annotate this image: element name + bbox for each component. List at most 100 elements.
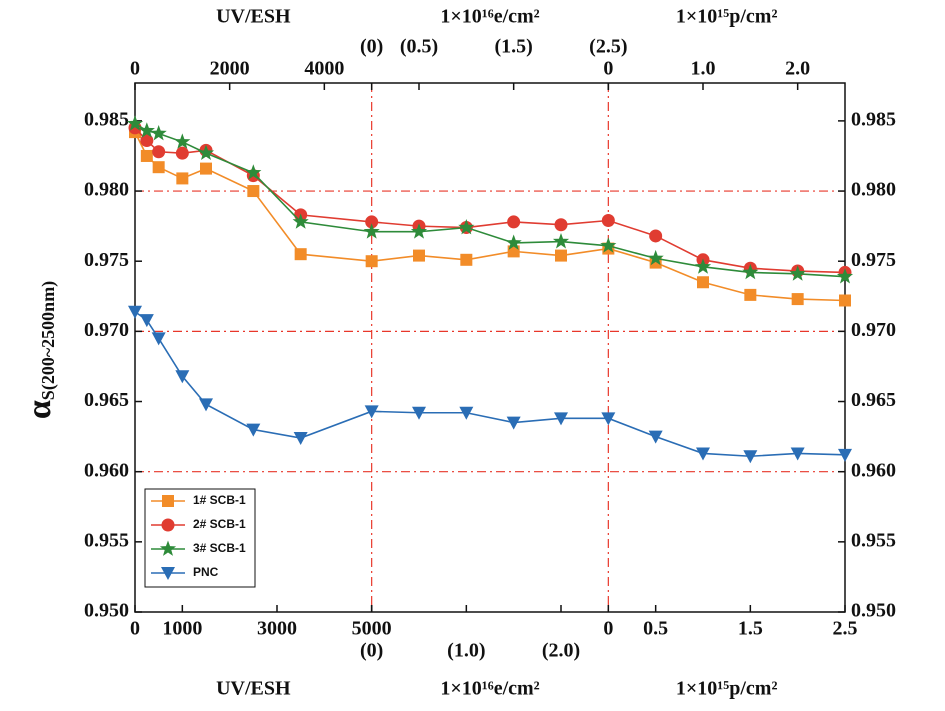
marker: [152, 145, 166, 159]
legend-marker: [161, 567, 175, 580]
marker: [649, 229, 663, 243]
x-top-tick-label: 0: [130, 58, 140, 80]
legend-marker: [162, 495, 174, 507]
x-tick-label: 1000: [162, 618, 202, 640]
marker: [151, 332, 166, 346]
marker: [294, 248, 307, 261]
x-tick-label: 0: [130, 618, 140, 640]
x-top-tick-label: 4000: [304, 58, 344, 80]
x-tick-label: 0: [603, 618, 613, 640]
y2-tick-label: 0.985: [851, 108, 896, 130]
x-axis-label: UV/ESH: [216, 678, 291, 700]
legend-label: 3# SCB-1: [193, 541, 246, 555]
marker: [507, 245, 520, 258]
marker: [152, 161, 165, 174]
marker: [364, 405, 379, 419]
marker: [197, 144, 215, 161]
x-top-tick-label: (2.5): [589, 36, 627, 58]
x-top-tick-label: 2000: [210, 58, 250, 80]
marker: [458, 219, 475, 235]
marker: [789, 265, 806, 281]
x-tick-label: 2.5: [833, 618, 858, 640]
y-tick-label: 0.960: [84, 459, 129, 481]
y-label-subscript: S(200~2500nm): [38, 281, 59, 400]
marker: [647, 249, 664, 266]
y-tick-label: 0.965: [84, 389, 129, 411]
legend-marker: [159, 540, 177, 556]
x-tick-label: (0): [360, 640, 383, 662]
y2-tick-label: 0.960: [851, 459, 896, 481]
x-tick-label: 5000: [352, 618, 392, 640]
series-line: [134, 311, 846, 458]
x-top-axis-label: 1×10¹⁵p/cm²: [676, 6, 778, 28]
legend-label: 1# SCB-1: [193, 493, 246, 507]
marker: [365, 255, 378, 268]
marker: [246, 423, 261, 437]
marker: [138, 122, 155, 138]
series-line: [134, 123, 846, 278]
marker: [293, 432, 308, 446]
legend-label: PNC: [193, 565, 219, 579]
y-tick-label: 0.975: [84, 249, 129, 271]
marker: [601, 214, 615, 228]
x-top-axis-label: 1×10¹⁶e/cm²: [440, 6, 539, 28]
marker: [459, 406, 474, 420]
y2-tick-label: 0.975: [851, 249, 896, 271]
x-top-axis-label: UV/ESH: [216, 6, 291, 28]
marker: [140, 149, 153, 162]
marker: [410, 223, 428, 239]
legend-marker: [161, 518, 175, 532]
marker: [742, 263, 759, 280]
marker: [363, 223, 380, 239]
marker: [791, 293, 804, 306]
marker: [601, 412, 616, 426]
marker: [694, 258, 712, 274]
plot-frame: [134, 82, 846, 613]
marker: [554, 218, 568, 232]
marker: [744, 288, 757, 301]
x-top-tick-label: (0): [360, 36, 383, 58]
marker: [460, 253, 473, 266]
marker: [838, 448, 852, 462]
marker: [697, 276, 709, 289]
marker: [836, 268, 854, 284]
y2-tick-label: 0.950: [851, 600, 896, 622]
marker: [199, 398, 213, 412]
y-label-symbol: α: [21, 400, 58, 419]
x-tick-label: (2.0): [542, 640, 580, 662]
marker: [247, 185, 260, 198]
x-axis-label: 1×10¹⁵p/cm²: [676, 678, 778, 700]
legend-label: 2# SCB-1: [193, 517, 246, 531]
series-line: [134, 127, 846, 274]
marker: [174, 133, 191, 149]
y2-tick-label: 0.955: [851, 529, 896, 551]
marker: [555, 249, 567, 262]
marker: [413, 249, 425, 262]
series-line: [134, 131, 846, 302]
marker: [200, 162, 212, 175]
x-tick-label: 1.5: [738, 618, 763, 640]
y-axis-label: αS(200~2500nm): [21, 281, 59, 419]
marker: [600, 237, 617, 253]
marker: [176, 172, 189, 185]
marker: [140, 134, 154, 148]
marker: [175, 146, 189, 160]
x-axis-label: 1×10¹⁶e/cm²: [440, 678, 539, 700]
marker: [365, 215, 379, 229]
y-tick-label: 0.980: [84, 179, 129, 201]
marker: [150, 125, 167, 141]
marker: [505, 234, 522, 250]
marker: [506, 416, 521, 430]
y2-tick-label: 0.970: [851, 319, 896, 341]
y-tick-label: 0.970: [84, 319, 129, 341]
marker: [128, 305, 142, 319]
x-tick-label: 0.5: [643, 618, 668, 640]
x-top-tick-label: (0.5): [400, 36, 438, 58]
marker: [412, 406, 426, 420]
marker: [507, 215, 521, 229]
x-top-tick-label: 0: [603, 58, 613, 80]
x-tick-label: (1.0): [447, 640, 485, 662]
x-tick-label: 3000: [257, 618, 297, 640]
marker: [839, 294, 851, 307]
